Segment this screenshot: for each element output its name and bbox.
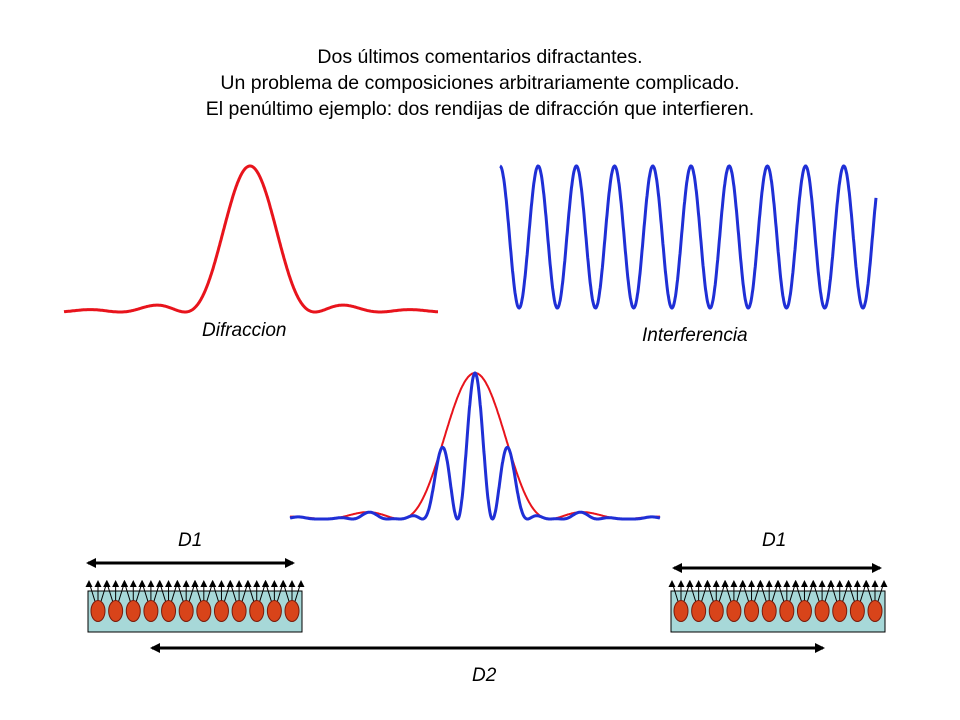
- ray-arrowhead: [800, 580, 808, 587]
- ray-arrowhead: [173, 580, 181, 587]
- ray-arrowhead: [182, 580, 190, 587]
- emitter-dot: [708, 600, 724, 622]
- ray-arrowhead: [208, 580, 216, 587]
- emitter-dot: [108, 600, 124, 622]
- ray-arrowhead: [156, 580, 164, 587]
- d2-label: D2: [472, 665, 497, 686]
- ray-arrowhead: [147, 580, 155, 587]
- ray-arrowhead: [739, 580, 747, 587]
- ray-arrowhead: [165, 580, 173, 587]
- emitter-dot: [849, 600, 865, 622]
- ray-arrowhead: [279, 580, 287, 587]
- title-line-1: Dos últimos comentarios difractantes.: [317, 46, 643, 68]
- ray-arrowhead: [880, 580, 888, 587]
- ray-arrowhead: [818, 580, 826, 587]
- emitter-dot: [284, 600, 300, 622]
- emitter-dot: [213, 600, 229, 622]
- d1-left-label: D1: [178, 530, 203, 551]
- slit-body: [87, 590, 303, 633]
- ray-arrowhead: [712, 580, 720, 587]
- ray-arrowhead: [112, 580, 120, 587]
- ray-arrowhead: [270, 580, 278, 587]
- ray-arrowhead: [853, 580, 861, 587]
- ray-arrowhead: [244, 580, 252, 587]
- ray-arrowhead: [844, 580, 852, 587]
- emitter-dot: [161, 600, 177, 622]
- emitter-dot: [726, 600, 742, 622]
- d1-right-label: D1: [762, 530, 787, 551]
- emitter-dot: [796, 600, 812, 622]
- ray-arrowhead: [791, 580, 799, 587]
- ray-arrowhead: [253, 580, 261, 587]
- title-line-2: Un problema de composiciones arbitrariam…: [220, 72, 740, 94]
- emitter-dot: [761, 600, 777, 622]
- ray-arrowhead: [827, 580, 835, 587]
- emitter-dot: [196, 600, 212, 622]
- ray-arrowhead: [871, 580, 879, 587]
- emitter-dot: [125, 600, 141, 622]
- emitter-dot: [178, 600, 194, 622]
- slit-right: [668, 580, 888, 633]
- ray-arrowhead: [191, 580, 199, 587]
- ray-arrowhead: [774, 580, 782, 587]
- ray-arrowhead: [261, 580, 269, 587]
- ray-arrowhead: [695, 580, 703, 587]
- ray-arrowhead: [836, 580, 844, 587]
- interference-label: Interferencia: [642, 325, 748, 346]
- ray-arrowhead: [138, 580, 146, 587]
- ray-arrowhead: [756, 580, 764, 587]
- emitter-dot: [143, 600, 159, 622]
- title-line-3: El penúltimo ejemplo: dos rendijas de di…: [205, 98, 755, 120]
- combined-diffraction-envelope: [290, 372, 660, 520]
- ray-arrowhead: [297, 580, 305, 587]
- combined-interference-pattern: [289, 371, 661, 521]
- emitter-dot: [814, 600, 830, 622]
- emitter-dot: [744, 600, 760, 622]
- ray-arrowhead: [226, 580, 234, 587]
- emitter-dot: [832, 600, 848, 622]
- ray-arrowhead: [85, 580, 93, 587]
- emitter-dot: [90, 600, 106, 622]
- ray-arrowhead: [730, 580, 738, 587]
- emitter-dot: [867, 600, 883, 622]
- slit-left: [85, 580, 305, 633]
- ray-arrowhead: [217, 580, 225, 587]
- ray-arrowhead: [703, 580, 711, 587]
- interference-curve: [499, 164, 878, 310]
- emitter-dot: [266, 600, 282, 622]
- ray-arrowhead: [862, 580, 870, 587]
- ray-arrowhead: [748, 580, 756, 587]
- ray-arrowhead: [129, 580, 137, 587]
- ray-arrowhead: [765, 580, 773, 587]
- ray-arrowhead: [809, 580, 817, 587]
- title-block: Dos últimos comentarios difractantes. Un…: [0, 44, 960, 122]
- ray-arrowhead: [783, 580, 791, 587]
- ray-arrowhead: [288, 580, 296, 587]
- ray-arrowhead: [103, 580, 111, 587]
- emitter-dot: [249, 600, 265, 622]
- ray-arrowhead: [200, 580, 208, 587]
- emitter-dot: [673, 600, 689, 622]
- emitter-dot: [231, 600, 247, 622]
- ray-arrowhead: [677, 580, 685, 587]
- ray-arrowhead: [120, 580, 128, 587]
- slit-body: [670, 590, 886, 633]
- ray-arrowhead: [686, 580, 694, 587]
- ray-arrowhead: [235, 580, 243, 587]
- diffraction-label: Difraccion: [202, 320, 287, 341]
- ray-arrowhead: [668, 580, 676, 587]
- emitter-dot: [691, 600, 707, 622]
- emitter-dot: [779, 600, 795, 622]
- ray-arrowhead: [721, 580, 729, 587]
- ray-arrowhead: [94, 580, 102, 587]
- diffraction-curve: [63, 164, 438, 314]
